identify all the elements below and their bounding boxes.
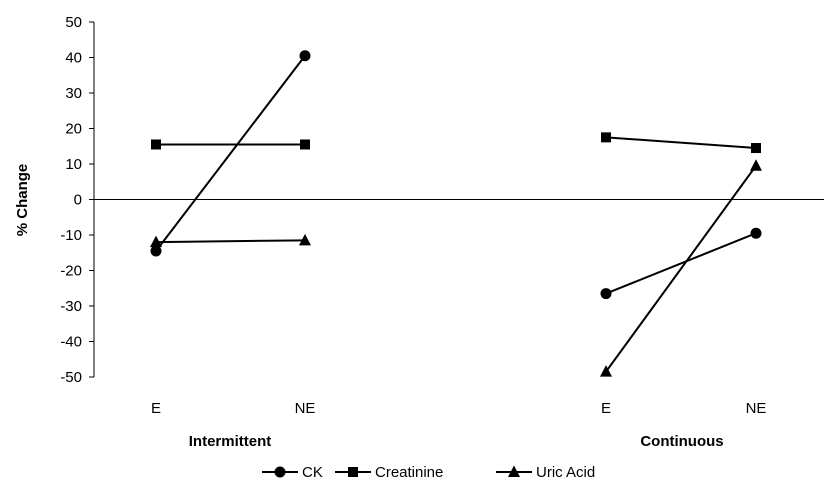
legend-label-creatinine: Creatinine — [375, 464, 443, 481]
point-ck-continuous-1 — [750, 227, 762, 239]
y-tick-label: -20 — [60, 263, 82, 280]
group-label-intermittent: Intermittent — [189, 433, 272, 450]
x-tick-label: NE — [295, 400, 316, 417]
point-uric-acid-intermittent-1 — [299, 233, 311, 246]
point-ck-intermittent-1 — [299, 50, 311, 62]
group-label-continuous: Continuous — [640, 433, 723, 450]
x-tick-label: E — [151, 400, 161, 417]
legend-marker-uric-acid — [508, 465, 520, 477]
legend-marker-creatinine — [348, 467, 358, 477]
series-markers — [150, 50, 762, 377]
y-tick-label: -10 — [60, 227, 82, 244]
group-labels: Intermittent Continuous — [189, 433, 724, 450]
point-creatinine-continuous-0 — [601, 132, 611, 143]
y-tick-label: -30 — [60, 298, 82, 315]
point-ck-continuous-0 — [600, 288, 612, 300]
y-tick-label: 30 — [65, 85, 82, 102]
x-tick-label: E — [601, 400, 611, 417]
y-tick-label: 50 — [65, 14, 82, 31]
x-tick-labels: E NE E NE — [151, 400, 766, 417]
point-creatinine-continuous-1 — [751, 143, 761, 154]
point-ck-intermittent-0 — [150, 245, 162, 257]
point-uric-acid-continuous-1 — [750, 159, 762, 171]
series-line-uric-acid-continuous — [605, 165, 757, 373]
y-axis-title: % Change — [14, 164, 31, 237]
series-line-ck-continuous — [605, 232, 757, 295]
x-tick-label: NE — [746, 400, 767, 417]
y-tick-label: 0 — [74, 192, 82, 209]
y-tick-label: 10 — [65, 156, 82, 173]
point-creatinine-intermittent-1 — [300, 139, 310, 150]
point-uric-acid-continuous-0 — [600, 365, 612, 377]
series-line-uric-acid-intermittent — [155, 239, 306, 244]
y-tick-label: 40 — [65, 50, 82, 67]
y-tick-label: -40 — [60, 334, 82, 351]
legend-label-uric-acid: Uric Acid — [536, 464, 595, 481]
y-tick-label: 20 — [65, 121, 82, 138]
legend-marker-ck — [274, 466, 286, 478]
series-lines — [155, 55, 757, 373]
y-axis: 50 40 30 20 10 0 -10 -20 -30 -40 -50 — [60, 14, 95, 386]
point-creatinine-intermittent-0 — [151, 139, 161, 150]
y-tick-label: -50 — [60, 369, 82, 386]
series-line-creatinine-continuous — [605, 136, 757, 150]
legend: CK Creatinine Uric Acid — [262, 464, 595, 481]
legend-label-ck: CK — [302, 464, 323, 481]
point-uric-acid-intermittent-0 — [150, 235, 162, 248]
series-line-ck-intermittent — [155, 55, 306, 252]
